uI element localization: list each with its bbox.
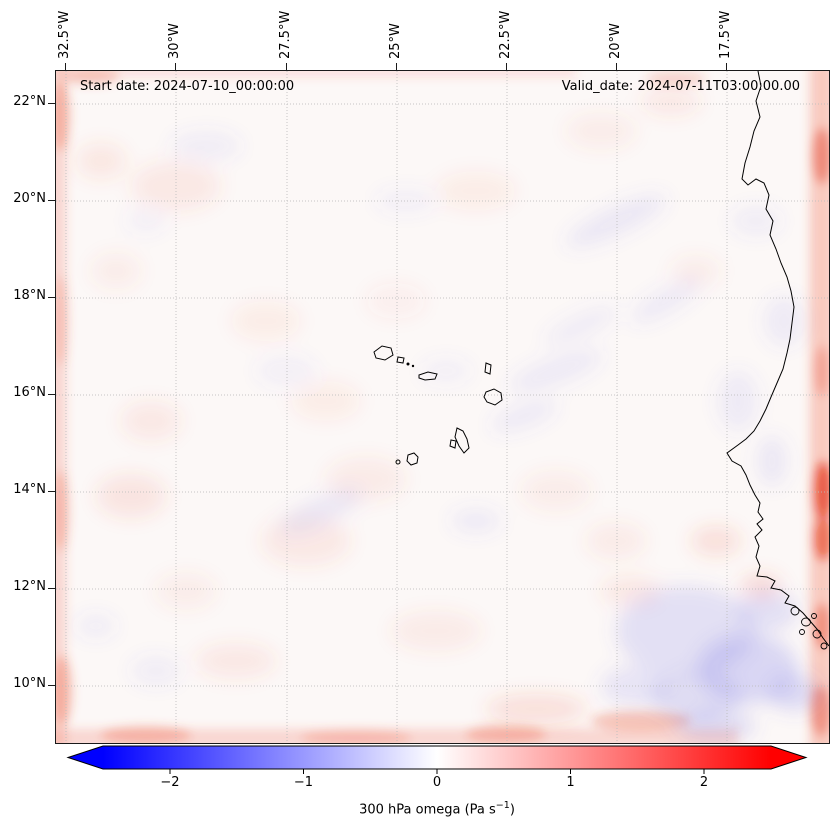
lon-tick-label: 25°W: [388, 23, 403, 59]
colorbar-label-exponent: −1: [495, 800, 510, 811]
lon-tick-label: 27.5°W: [278, 10, 293, 59]
axis-tick: [48, 297, 55, 298]
start-date-annotation: Start date: 2024-07-10_00:00:00: [80, 79, 295, 94]
lon-tick-label: 30°W: [167, 23, 182, 59]
axis-tick: [506, 63, 507, 70]
axis-tick: [175, 63, 176, 70]
axis-tick: [48, 103, 55, 104]
colorbar: [60, 744, 814, 778]
coastline-west-africa: [726, 71, 829, 647]
colorbar-label-text: 300 hPa omega (Pa s: [359, 802, 496, 818]
colorbar-svg: [66, 745, 808, 774]
lat-tick-label: 14°N: [13, 482, 46, 497]
colorbar-ticks: [169, 769, 705, 774]
axis-tick: [48, 588, 55, 589]
axis-tick: [726, 63, 727, 70]
colorbar-tick-label: −1: [293, 775, 314, 790]
lat-tick-label: 10°N: [13, 676, 46, 691]
lat-tick-label: 12°N: [13, 579, 46, 594]
axis-tick: [616, 63, 617, 70]
colorbar-label: 300 hPa omega (Pa s−1): [287, 800, 587, 817]
lon-tick-label: 22.5°W: [498, 10, 513, 59]
map-panel: [55, 70, 830, 744]
lat-tick-label: 20°N: [13, 191, 46, 206]
colorbar-gradient: [103, 746, 771, 769]
axis-tick: [48, 685, 55, 686]
axis-tick: [286, 63, 287, 70]
valid-date-annotation: Valid_date: 2024-07-11T03:00:00.00: [561, 79, 800, 94]
colorbar-tick-label: −2: [160, 775, 180, 790]
boundary-red-bands: [56, 71, 829, 743]
omega-field-map: [56, 71, 829, 743]
colorbar-outline: [66, 745, 808, 770]
lon-tick-label: 17.5°W: [718, 10, 733, 59]
colorbar-tick-label: 1: [566, 775, 575, 790]
bijagos-islands: [790, 606, 828, 650]
lat-tick-label: 18°N: [13, 288, 46, 303]
lat-tick-label: 22°N: [13, 94, 46, 109]
lon-tick-label: 20°W: [608, 23, 623, 59]
colorbar-tick-label: 0: [432, 775, 442, 790]
axis-tick: [48, 394, 55, 395]
axis-tick: [65, 63, 66, 70]
axis-tick: [396, 63, 397, 70]
cape-verde-islands: [373, 345, 503, 466]
lon-tick-label: 32.5°W: [57, 10, 72, 59]
colorbar-label-close: ): [509, 802, 515, 818]
axis-tick: [48, 200, 55, 201]
colorbar-right-extend: [771, 746, 806, 769]
colorbar-left-extend: [68, 746, 103, 769]
colorbar-tick-label: 2: [699, 775, 709, 790]
axis-tick: [48, 491, 55, 492]
lat-tick-label: 16°N: [13, 385, 46, 400]
gridlines: [56, 71, 829, 743]
